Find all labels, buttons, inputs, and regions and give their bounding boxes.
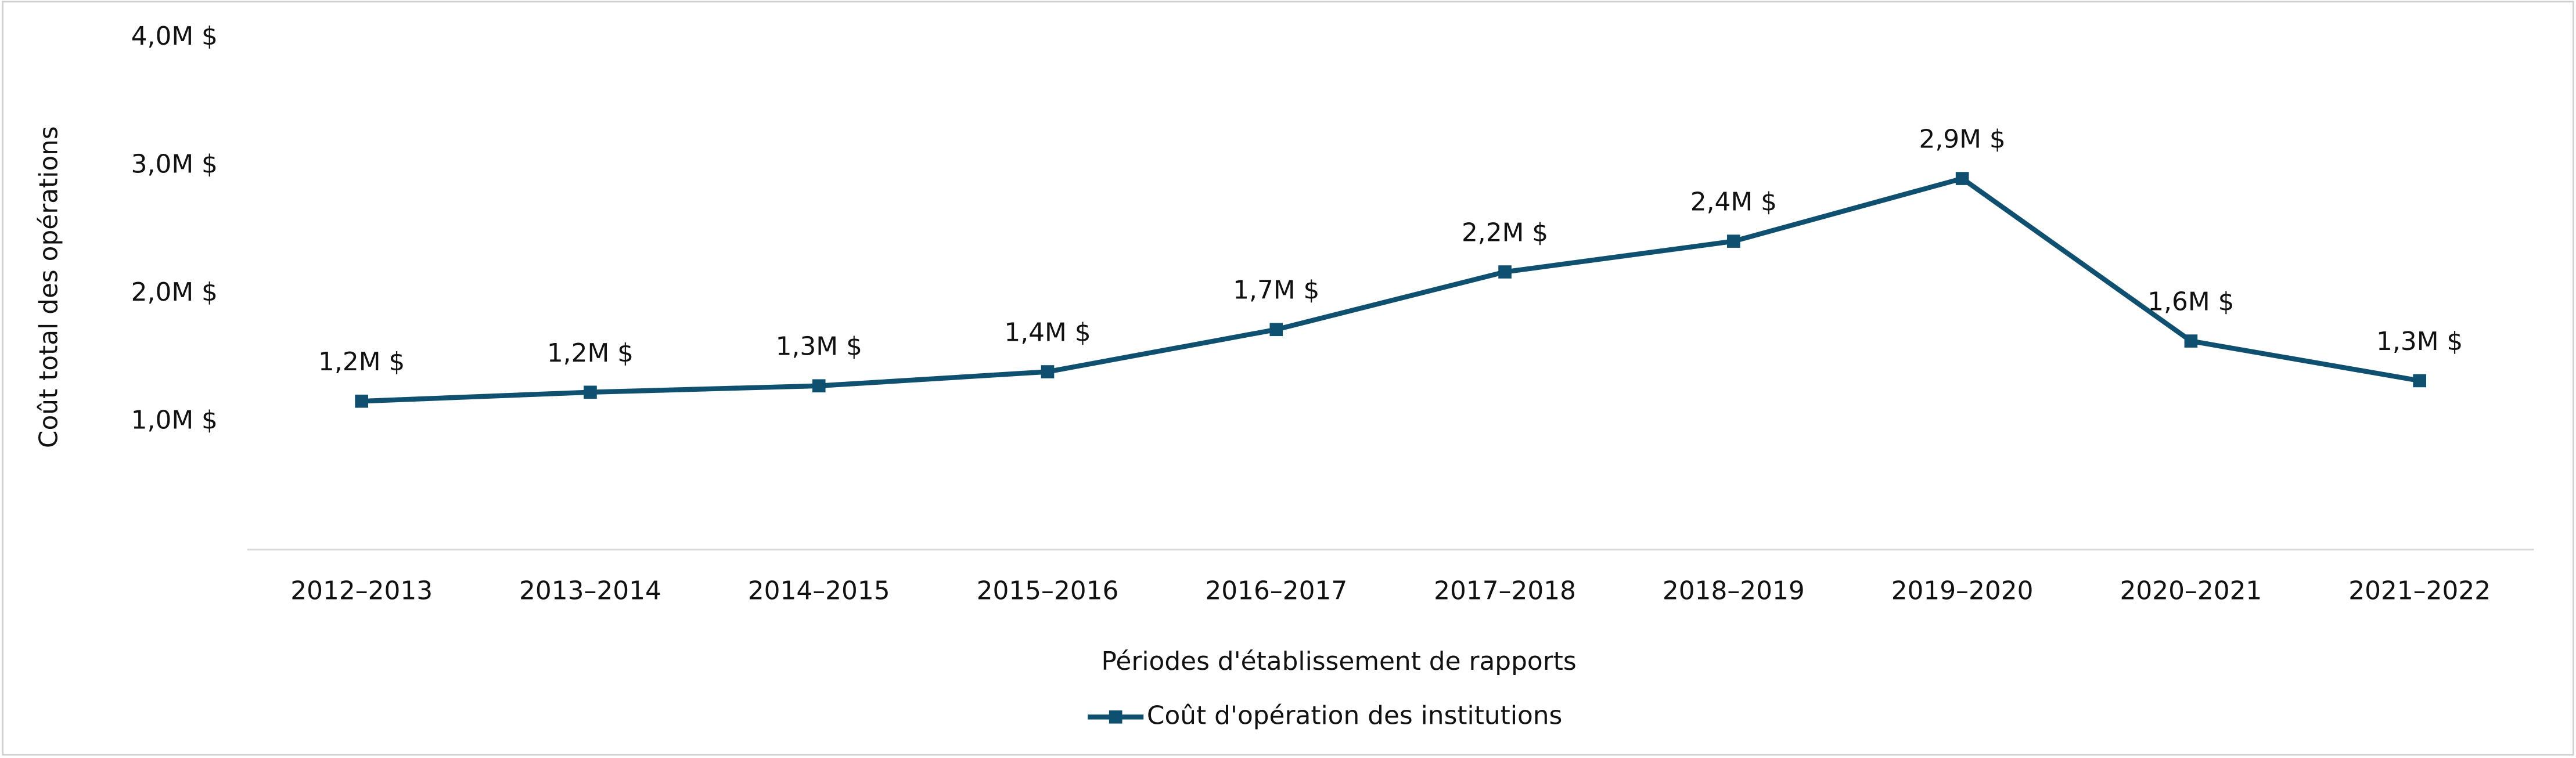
x-axis-title: Périodes d'établissement de rapports [1102,647,1577,676]
data-label: 1,7M $ [1233,276,1319,305]
series-line [361,175,2420,404]
point-marker [2184,334,2198,348]
x-tick-label: 2018–2019 [1663,576,1805,605]
point-marker [2413,374,2426,388]
x-tick-label: 2021–2022 [2348,576,2491,605]
legend-label: Coût d'opération des institutions [1147,701,1563,730]
y-tick-label: 2,0M $ [131,277,218,307]
y-axis-title: Coût total des opérations [34,126,64,448]
data-label: 2,4M $ [1690,187,1777,217]
x-tick-label: 2014–2015 [748,576,890,605]
data-label: 1,6M $ [2147,287,2234,317]
point-marker [1955,172,1969,185]
data-label: 1,2M $ [547,338,634,368]
x-tick-label: 2012–2013 [290,576,433,605]
data-label: 1,3M $ [776,332,862,362]
y-tick-label: 3,0M $ [131,150,218,179]
point-marker [812,379,826,393]
point-marker [1041,365,1055,378]
x-tick-label: 2017–2018 [1434,576,1576,605]
data-label: 1,3M $ [2376,327,2463,356]
x-tick-label: 2020–2021 [2120,576,2262,605]
y-tick-label: 4,0M $ [131,21,218,51]
point-marker [584,385,597,399]
data-label: 1,2M $ [318,347,405,377]
y-tick-label: 1,0M $ [131,405,218,435]
point-marker [1498,265,1512,279]
point-marker [355,394,368,408]
point-marker [1269,323,1283,337]
point-marker [1727,234,1740,248]
x-tick-label: 2013–2014 [519,576,661,605]
x-tick-label: 2015–2016 [977,576,1119,605]
data-label: 1,4M $ [1004,317,1091,347]
data-label: 2,9M $ [1919,125,2006,154]
legend-marker [1109,710,1122,724]
x-tick-label: 2016–2017 [1205,576,1347,605]
x-tick-label: 2019–2020 [1891,576,2034,605]
data-label: 2,2M $ [1462,218,1548,248]
